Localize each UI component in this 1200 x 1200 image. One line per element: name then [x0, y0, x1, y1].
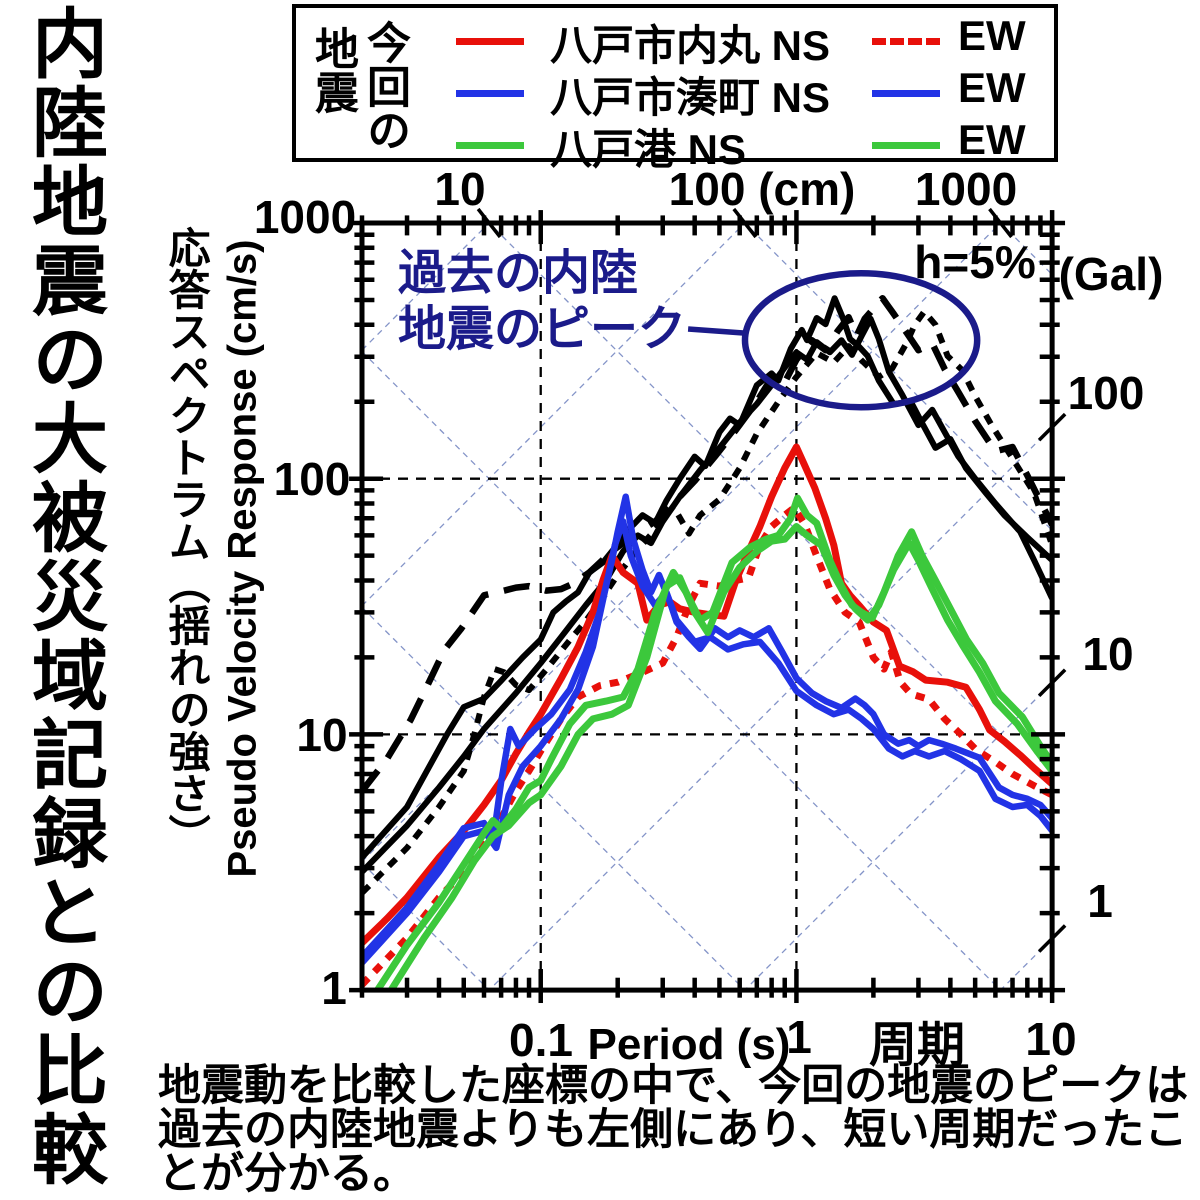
series-past-inland-dash-fine — [362, 308, 1053, 896]
series-hachinohe-port-ew — [388, 523, 1053, 991]
caption-line-3: とが分かる。 — [158, 1150, 416, 1198]
annotation-ellipse — [741, 269, 981, 411]
caption: 地震動を比較した座標の中で、今回の地震のピークは 過去の内陸地震よりも左側にあり… — [158, 1064, 1200, 1196]
x-axis-title-english: Period (s) — [587, 1020, 791, 1069]
page-title: 内陸地震の大被災域記録との比較 — [20, 4, 105, 1189]
legend-swatch-port-ns — [456, 142, 524, 149]
y-axis-title-japanese: 応答スペクトラム（揺れの強さ） — [163, 226, 211, 856]
disp-tick-1000: 1000 — [914, 163, 1018, 215]
disp-tick-10: 10 — [434, 163, 486, 215]
y-tick-1: 1 — [321, 962, 347, 1014]
caption-line-2: 過去の内陸地震よりも左側にあり、短い周期だったこ — [158, 1106, 1188, 1154]
legend: 地震 今回の 八戸市内丸 NS EW 八戸市湊町 NS EW 八戸港 NS EW — [292, 4, 1058, 173]
annotation-past-inland-line2: 地震のピーク — [398, 303, 687, 356]
series-hachinohe-uchimaru-ns — [362, 443, 1053, 946]
legend-group-label-earthquake: 地震 — [308, 26, 357, 114]
legend-label-minatomachi-ew: EW — [958, 64, 1026, 111]
legend-label-port-ns: 八戸港 NS — [550, 126, 747, 173]
accel-tick-10: 10 — [1082, 628, 1134, 680]
accel-unit-gal: (Gal) — [1058, 248, 1164, 300]
series-past-inland-solid-2 — [362, 315, 1053, 874]
x-tick-0-1: 0.1 — [509, 1014, 573, 1066]
damping-label: h=5% — [914, 236, 1036, 288]
x-axis-title-japanese: 周期 — [868, 1019, 966, 1072]
series-past-inland-solid-1 — [362, 295, 1053, 860]
y-axis-title-english: Pseudo Velocity Response (cm/s) — [220, 239, 265, 878]
y-tick-1000: 1000 — [253, 191, 357, 243]
x-tick-10: 10 — [1025, 1013, 1077, 1065]
legend-group-label-current: 今回の — [360, 20, 409, 152]
legend-swatch-uchimaru-ew — [872, 38, 940, 45]
x-tick-1: 1 — [786, 1011, 812, 1063]
series-hachinohe-minatomachi-ew — [362, 518, 1053, 965]
legend-label-minatomachi-ns: 八戸市湊町 NS — [550, 74, 831, 121]
accel-tick-1: 1 — [1087, 875, 1113, 927]
caption-line-1: 地震動を比較した座標の中で、今回の地震のピークは — [158, 1062, 1189, 1110]
legend-label-uchimaru-ns: 八戸市内丸 NS — [550, 22, 831, 69]
legend-swatch-minatomachi-ew — [872, 90, 940, 97]
series-hachinohe-uchimaru-ew — [362, 504, 1053, 988]
series-past-inland-dash-long — [362, 294, 1053, 794]
legend-label-port-ew: EW — [958, 116, 1026, 163]
accel-tick-100: 100 — [1067, 367, 1145, 419]
legend-swatch-port-ew — [872, 142, 940, 149]
legend-swatch-uchimaru-ns — [456, 38, 524, 45]
disp-tick-100-cm: 100 (cm) — [668, 163, 856, 215]
y-tick-100: 100 — [273, 453, 351, 505]
legend-swatch-minatomachi-ns — [456, 90, 524, 97]
annotation-past-inland-line1: 過去の内陸 — [398, 247, 639, 300]
series-hachinohe-port-ns — [374, 494, 1053, 991]
legend-label-uchimaru-ew: EW — [958, 12, 1026, 59]
series-hachinohe-minatomachi-ns — [362, 493, 1053, 959]
y-tick-10: 10 — [296, 709, 348, 761]
